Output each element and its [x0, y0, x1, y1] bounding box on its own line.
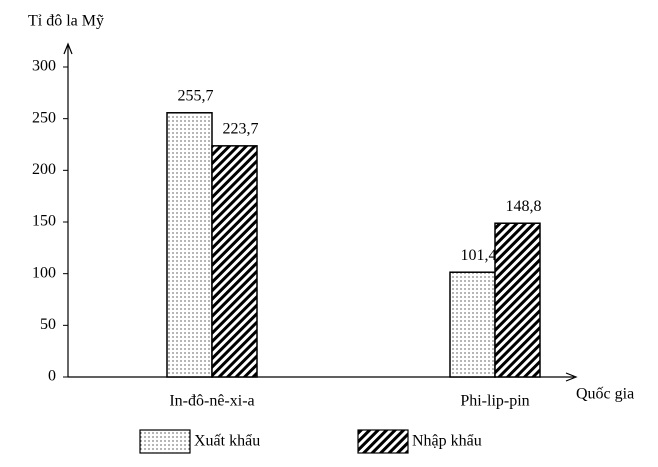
x-axis-label: Quốc gia — [576, 386, 634, 403]
y-axis-arrow — [63, 42, 73, 55]
y-tick-label: 150 — [32, 213, 56, 230]
y-tick-label: 250 — [32, 109, 56, 126]
legend-label: Nhập khẩu — [412, 433, 482, 450]
value-label: 101,4 — [461, 247, 497, 264]
y-tick-label: 300 — [32, 58, 56, 75]
legend-swatch — [357, 429, 409, 454]
value-label: 148,8 — [506, 198, 542, 215]
y-axis-label: Tỉ đô la Mỹ — [28, 13, 104, 30]
x-tick-label: Phi-lip-pin — [460, 393, 529, 410]
value-label: 255,7 — [178, 87, 214, 104]
bar — [494, 222, 541, 378]
value-label: 223,7 — [223, 121, 259, 138]
y-tick-label: 100 — [32, 264, 56, 281]
x-axis-arrow — [565, 372, 578, 382]
bar — [166, 112, 213, 378]
legend-swatch — [139, 429, 191, 454]
x-tick-label: In-đô-nê-xi-a — [169, 393, 254, 410]
bar — [449, 271, 496, 378]
y-tick-label: 0 — [48, 368, 56, 385]
y-tick-label: 200 — [32, 161, 56, 178]
bar — [211, 145, 258, 378]
y-tick-label: 50 — [40, 316, 56, 333]
legend-label: Xuất khẩu — [194, 433, 260, 450]
